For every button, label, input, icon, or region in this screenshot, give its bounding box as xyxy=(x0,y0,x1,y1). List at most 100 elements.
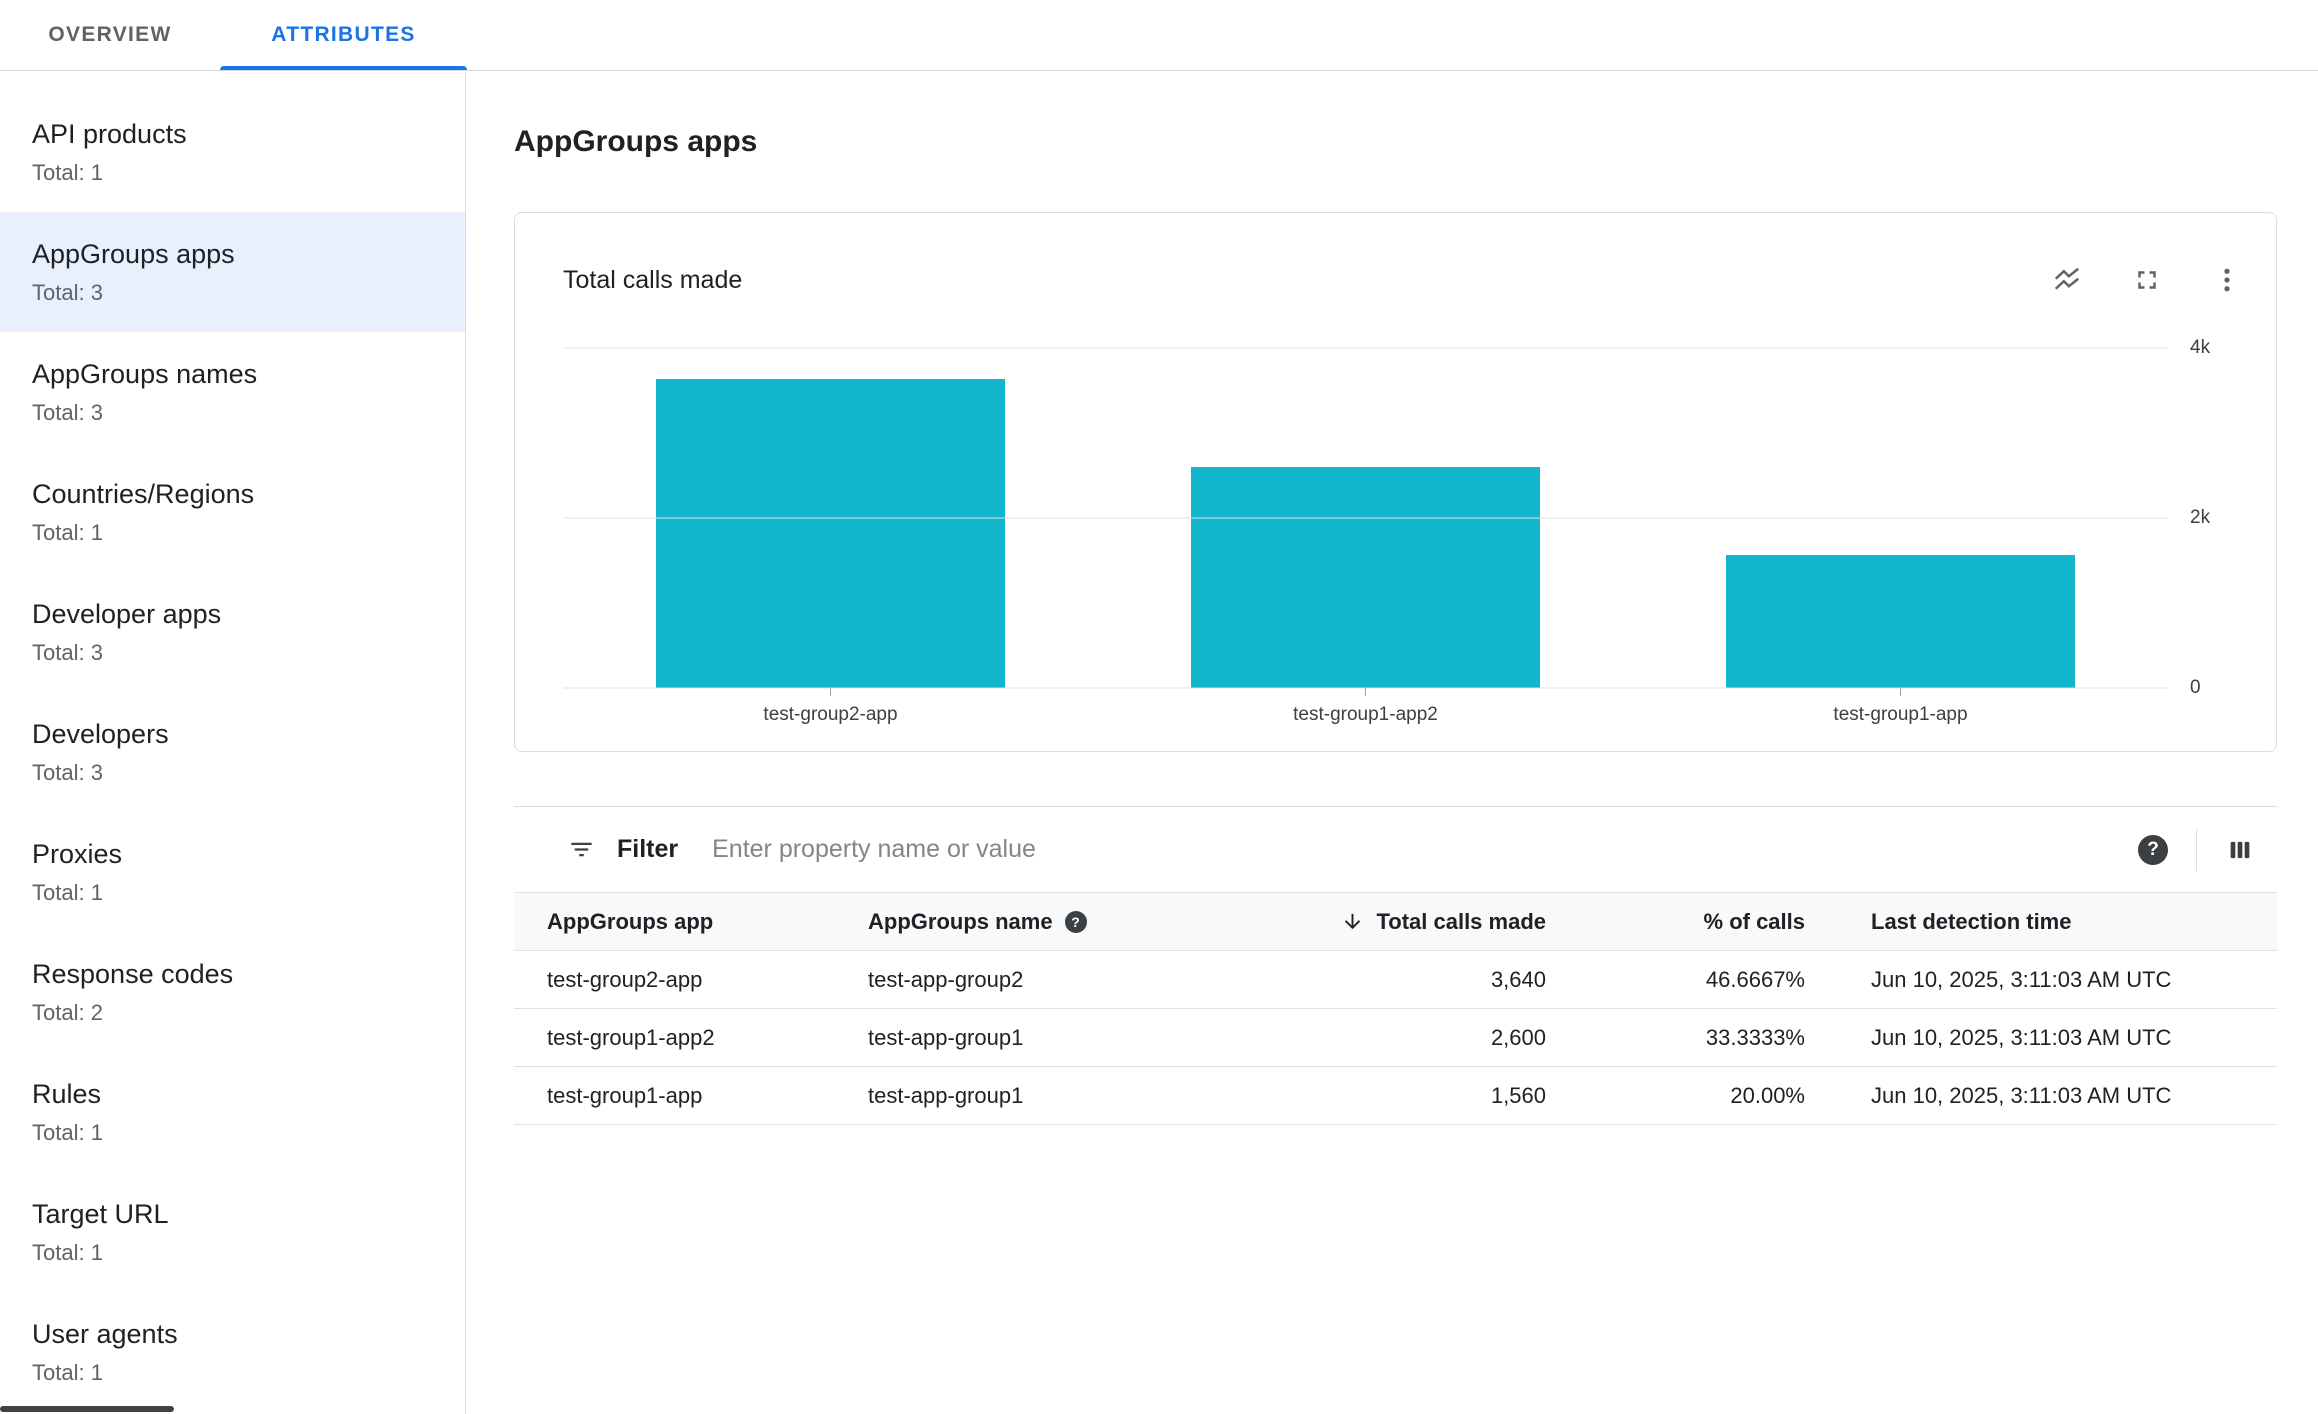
sidebar-list: API products Total: 1 AppGroups apps Total:… xyxy=(0,92,465,1412)
filter-input[interactable] xyxy=(710,834,2138,865)
filter-label: Filter xyxy=(617,835,679,863)
sidebar-item-appgroups-apps[interactable]: AppGroups apps Total: 3 xyxy=(0,212,465,332)
tab-bar: OVERVIEW ATTRIBUTES xyxy=(0,0,2318,71)
sidebar-item-total: Total: 1 xyxy=(32,1360,103,1385)
toolbar-divider xyxy=(2196,828,2197,871)
sidebar-item-proxies[interactable]: Proxies Total: 1 xyxy=(0,812,465,932)
bar-slot xyxy=(563,348,1098,688)
x-axis-tick-label: test-group2-app xyxy=(763,704,898,725)
table-row: test-group2-app test-app-group2 3,640 46.66… xyxy=(514,951,2277,1009)
x-axis-tick xyxy=(1900,688,1901,696)
filter-icon xyxy=(568,836,595,863)
chart-gridline xyxy=(563,517,2168,519)
column-header-label: % of calls xyxy=(1703,908,1805,934)
sort-descending-icon xyxy=(1341,910,1364,933)
sidebar-item-developer-apps[interactable]: Developer apps Total: 3 xyxy=(0,572,465,692)
sidebar-item-label: AppGroups apps xyxy=(32,239,235,269)
sidebar-item-total: Total: 3 xyxy=(32,640,103,665)
sidebar-item-countries-regions[interactable]: Countries/Regions Total: 1 xyxy=(0,452,465,572)
sidebar-item-total: Total: 1 xyxy=(32,160,103,185)
filter-help-icon[interactable]: ? xyxy=(2138,834,2168,865)
cell-pct-calls: 46.6667% xyxy=(1705,966,1805,992)
sidebar-item-label: Rules xyxy=(32,1079,102,1109)
x-axis-tick xyxy=(830,688,831,696)
total-calls-chart-card: Total calls made xyxy=(514,212,2277,752)
table-row: test-group1-app test-app-group1 1,560 20.00… xyxy=(514,1067,2277,1125)
bar-chart-plot: 4k 2k 0 xyxy=(563,337,2210,698)
sidebar-item-label: Countries/Regions xyxy=(32,479,255,509)
column-settings-icon[interactable] xyxy=(2225,835,2255,865)
y-axis-tick-label: 4k xyxy=(2190,337,2211,358)
cell-total-calls: 1,560 xyxy=(1490,1082,1546,1108)
chart-gridline xyxy=(563,347,2168,349)
sidebar-item-label: AppGroups names xyxy=(32,359,258,389)
x-axis-tick-label: test-group1-app2 xyxy=(1293,704,1438,725)
sidebar-item-label: Developers xyxy=(32,719,169,749)
sidebar-item-label: API products xyxy=(32,119,187,149)
sidebar-item-response-codes[interactable]: Response codes Total: 2 xyxy=(0,932,465,1052)
y-axis-tick-label: 0 xyxy=(2190,677,2201,698)
sidebar-item-user-agents[interactable]: User agents Total: 1 xyxy=(0,1292,465,1412)
fullscreen-icon[interactable] xyxy=(2132,265,2162,295)
sidebar-item-label: Developer apps xyxy=(32,599,222,629)
bar-test-group1-app2 xyxy=(1191,467,1540,688)
column-header-last-detection[interactable]: Last detection time xyxy=(1805,909,2244,935)
column-header-label: AppGroups app xyxy=(547,908,714,934)
main-content: AppGroups apps Total calls made xyxy=(467,72,2318,1414)
attributes-sidebar: API products Total: 1 AppGroups apps Total:… xyxy=(0,72,466,1414)
column-header-label: Last detection time xyxy=(1871,908,2072,934)
column-header-total-calls[interactable]: Total calls made xyxy=(1198,909,1546,935)
sidebar-item-label: User agents xyxy=(32,1319,178,1349)
cell-pct-calls: 33.3333% xyxy=(1705,1024,1805,1050)
column-header-pct-calls[interactable]: % of calls xyxy=(1546,909,1805,935)
cell-total-calls: 3,640 xyxy=(1490,966,1546,992)
cell-appgroups-app: test-group1-app xyxy=(547,1082,703,1108)
cell-appgroups-app: test-group1-app2 xyxy=(547,1024,715,1050)
cell-last-detection: Jun 10, 2025, 3:11:03 AM UTC xyxy=(1871,1082,2172,1108)
horizontal-scrollbar-thumb[interactable] xyxy=(0,1406,174,1412)
x-axis-slot: test-group1-app2 xyxy=(1098,688,1633,726)
sidebar-item-total: Total: 1 xyxy=(32,880,103,905)
sidebar-item-rules[interactable]: Rules Total: 1 xyxy=(0,1052,465,1172)
cell-appgroups-name: test-app-group1 xyxy=(868,1082,1024,1108)
appgroups-name-help-icon[interactable]: ? xyxy=(1064,910,1087,933)
column-header-appgroups-name[interactable]: AppGroups name ? xyxy=(868,909,1198,935)
column-header-label: AppGroups name xyxy=(868,908,1053,934)
stacked-line-chart-icon[interactable] xyxy=(2052,265,2082,295)
sidebar-item-total: Total: 1 xyxy=(32,1240,103,1265)
cell-pct-calls: 20.00% xyxy=(1730,1082,1805,1108)
sidebar-item-total: Total: 2 xyxy=(32,1000,103,1025)
y-axis-tick-label: 2k xyxy=(2190,507,2211,528)
sidebar-item-label: Target URL xyxy=(32,1199,169,1229)
sidebar-item-label: Proxies xyxy=(32,839,123,869)
tab-attributes[interactable]: ATTRIBUTES xyxy=(220,0,467,70)
chart-card-header: Total calls made xyxy=(515,213,2276,295)
table-row: test-group1-app2 test-app-group1 2,600 33.3… xyxy=(514,1009,2277,1067)
tab-overview[interactable]: OVERVIEW xyxy=(48,23,172,46)
cell-total-calls: 2,600 xyxy=(1490,1024,1546,1050)
chart-title: Total calls made xyxy=(563,265,743,294)
sidebar-item-api-products[interactable]: API products Total: 1 xyxy=(0,92,465,212)
sidebar-item-total: Total: 3 xyxy=(32,280,103,305)
cell-last-detection: Jun 10, 2025, 3:11:03 AM UTC xyxy=(1871,966,2172,992)
sidebar-item-total: Total: 1 xyxy=(32,1120,103,1145)
sidebar-item-appgroups-names[interactable]: AppGroups names Total: 3 xyxy=(0,332,465,452)
bar-test-group1-app xyxy=(1726,555,2075,688)
sidebar-item-total: Total: 1 xyxy=(32,520,103,545)
sidebar-item-developers[interactable]: Developers Total: 3 xyxy=(0,692,465,812)
x-axis-tick xyxy=(1365,688,1366,696)
more-options-icon[interactable] xyxy=(2212,265,2242,295)
sidebar-item-total: Total: 3 xyxy=(32,400,103,425)
cell-appgroups-app: test-group2-app xyxy=(547,966,703,992)
cell-appgroups-name: test-app-group2 xyxy=(868,966,1024,992)
chart-gridline xyxy=(563,687,2168,689)
sidebar-item-target-url[interactable]: Target URL Total: 1 xyxy=(0,1172,465,1292)
table-filter-row: Filter ? xyxy=(514,806,2277,892)
page-title: AppGroups apps xyxy=(514,125,758,158)
bar-slot xyxy=(1098,348,1633,688)
table-header-row: AppGroups app AppGroups name ? Total cal… xyxy=(514,892,2277,951)
column-header-appgroups-app[interactable]: AppGroups app xyxy=(547,909,868,935)
cell-last-detection: Jun 10, 2025, 3:11:03 AM UTC xyxy=(1871,1024,2172,1050)
bar-slot xyxy=(1633,348,2168,688)
cell-appgroups-name: test-app-group1 xyxy=(868,1024,1024,1050)
